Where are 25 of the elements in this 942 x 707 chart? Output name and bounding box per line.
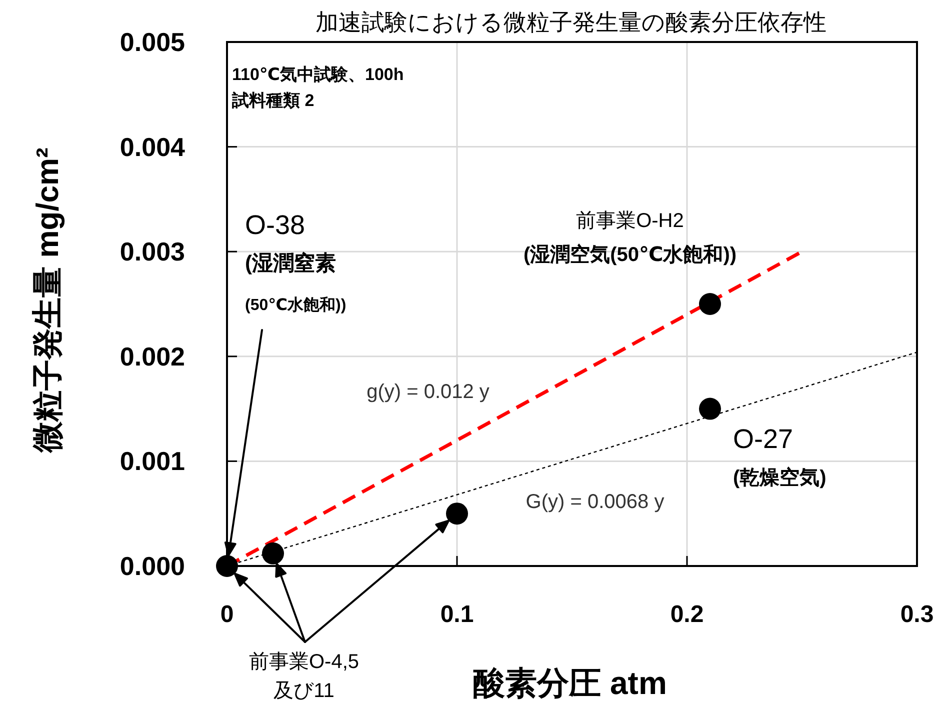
x-tick-label: 0.1 xyxy=(440,601,474,628)
text: 前事業O-4,5 及び11 xyxy=(248,651,360,702)
chart-title: 加速試験における微粒子発生量の酸素分圧依存性 xyxy=(316,9,826,35)
y-tick-label: 0.002 xyxy=(120,341,185,372)
annotation: 前事業O-H2 (湿潤空気(50℃水飽和)) xyxy=(523,210,737,266)
y-tick-label: 0.005 xyxy=(120,27,185,57)
point xyxy=(262,542,284,564)
point xyxy=(699,398,721,420)
annotation: O-38 (湿潤窒素 (50℃水飽和)) xyxy=(245,210,346,314)
annotation: g(y) = 0.012 y xyxy=(366,381,490,403)
y-tick-label: 0.004 xyxy=(120,132,186,162)
y-tick-label: 0.000 xyxy=(120,551,185,581)
x-tick-label: 0.2 xyxy=(670,601,704,628)
y-tick-label: 0.003 xyxy=(120,236,185,267)
annotation: O-27 (乾燥空気) xyxy=(733,424,826,489)
y-tick-label: 0.001 xyxy=(120,446,185,476)
annotation: G(y) = 0.0068 y xyxy=(526,491,664,513)
x-axis-title: 酸素分圧 atm xyxy=(473,665,667,701)
annotation: 110℃気中試験、100h 試料種類 2 xyxy=(231,65,404,110)
x-tick-label: 0 xyxy=(220,601,234,628)
y-axis-title: 微粒子発生量 mg/cm² xyxy=(30,148,65,454)
x-tick-label: 0.3 xyxy=(900,601,934,628)
point xyxy=(216,555,238,577)
point xyxy=(446,502,468,525)
point xyxy=(699,293,721,315)
